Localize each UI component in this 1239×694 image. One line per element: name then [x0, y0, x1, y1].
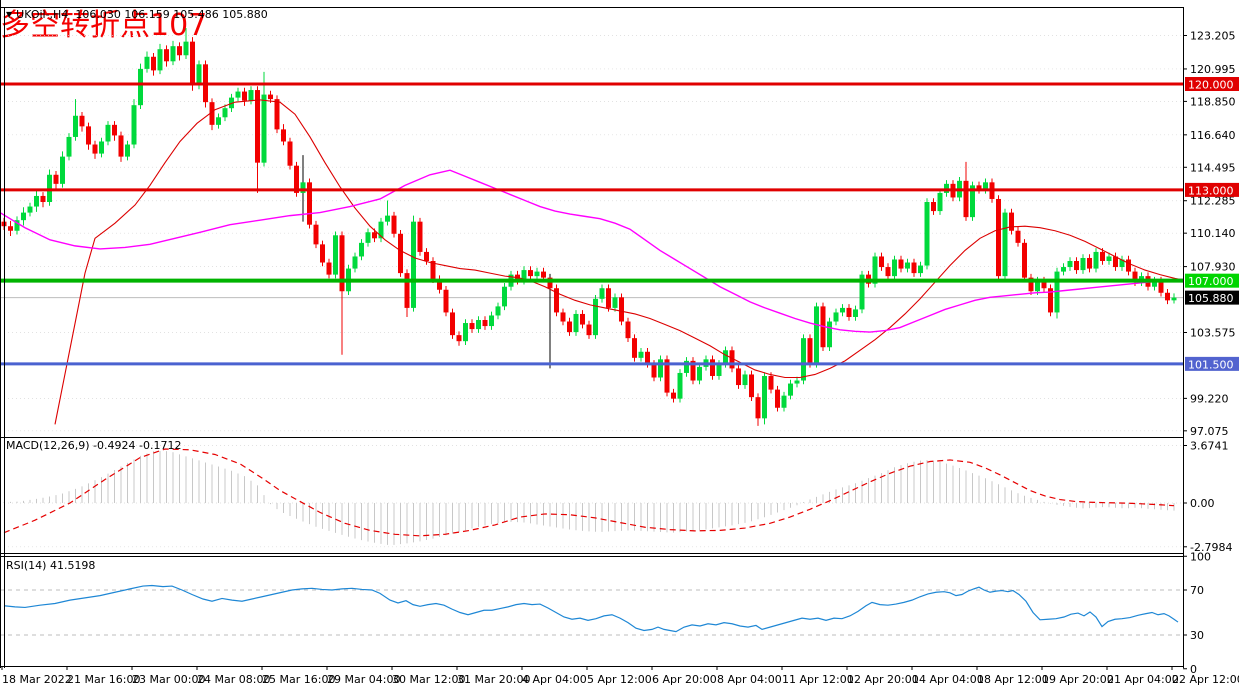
price-tick-label: 112.285 [1190, 195, 1236, 208]
rsi-pane: 100 70 30 0 [0, 550, 1211, 676]
price-tick-label: 114.495 [1190, 161, 1236, 174]
price-badge-107.000: 107.000 [1185, 273, 1239, 288]
price-tick-label: 123.205 [1190, 30, 1236, 43]
date-label: 24 Mar 08:00 [197, 673, 270, 686]
candlestick-series [1, 28, 1177, 426]
date-label: 12 Apr 20:00 [847, 673, 919, 686]
price-tick-label: 116.640 [1190, 129, 1236, 142]
date-label: 5 Apr 12:00 [587, 673, 652, 686]
ma-slow-magenta-line [0, 169, 1184, 333]
date-label: 19 Apr 20:00 [1042, 673, 1114, 686]
date-label: 25 Mar 16:00 [262, 673, 335, 686]
date-label: 4 Apr 04:00 [522, 673, 587, 686]
rsi-tick-label: 70 [1190, 584, 1204, 597]
date-label: 31 Mar 20:00 [457, 673, 530, 686]
price-axis: 123.205 120.995 118.850 116.640 114.495 112.2… [1183, 30, 1236, 438]
rsi-line [3, 584, 1179, 633]
rsi-indicator-label: RSI(14) 41.5198 [6, 559, 96, 572]
rsi-tick-label: 0 [1190, 663, 1197, 676]
date-label: 14 Apr 04:00 [912, 673, 984, 686]
price-tick-label: 99.220 [1190, 392, 1229, 405]
macd-signal-line [3, 448, 1175, 537]
rsi-tick-label: 30 [1190, 629, 1204, 642]
date-label: 22 Apr 12:00 [1172, 673, 1239, 686]
price-badge-101.500: 101.500 [1185, 356, 1239, 371]
price-tick-label: 120.995 [1190, 63, 1236, 76]
date-label: 21 Apr 04:00 [1107, 673, 1179, 686]
date-label: 23 Mar 00:00 [132, 673, 205, 686]
price-tick-label: 97.075 [1190, 425, 1229, 438]
svg-text:120.000: 120.000 [1188, 79, 1234, 92]
svg-text:101.500: 101.500 [1188, 358, 1234, 371]
rsi-tick-label: 100 [1190, 550, 1211, 563]
macd-indicator-label: MACD(12,26,9) -0.4924 -0.1712 [6, 439, 182, 452]
svg-text:107.000: 107.000 [1188, 275, 1234, 288]
pane-borders [0, 0, 1184, 668]
ma-fast-red-line [54, 99, 1184, 425]
date-label: 18 Mar 2022 [2, 673, 72, 686]
date-label: 30 Mar 12:00 [392, 673, 465, 686]
macd-histogram [3, 450, 1175, 545]
price-tick-label: 118.850 [1190, 95, 1236, 108]
macd-pane: 3.6741 0.00 -2.7984 [0, 440, 1232, 554]
price-badge-113.000: 113.000 [1185, 182, 1239, 197]
date-label: 11 Apr 12:00 [782, 673, 854, 686]
symbol-period-label: UKOil-,H4 [16, 8, 69, 21]
price-badge-120.000: 120.000 [1185, 77, 1239, 92]
chart-title: ▼ UKOil-,H4 106.030 106.159 105.486 105.8… [6, 9, 268, 21]
date-label: 21 Mar 16:00 [67, 673, 140, 686]
price-tick-label: 107.930 [1190, 261, 1236, 274]
date-label: 18 Apr 12:00 [977, 673, 1049, 686]
price-badge-105.880: 105.880 [1185, 290, 1239, 305]
date-label: 6 Apr 20:00 [652, 673, 717, 686]
chevron-down-icon[interactable]: ▼ [6, 10, 13, 19]
date-label: 8 Apr 04:00 [717, 673, 782, 686]
macd-tick-label: -2.7984 [1190, 541, 1232, 554]
date-label: 29 Mar 04:00 [327, 673, 400, 686]
price-tick-label: 103.575 [1190, 326, 1236, 339]
macd-tick-label: 3.6741 [1190, 440, 1229, 453]
svg-text:113.000: 113.000 [1188, 184, 1234, 197]
ohlc-quote-label: 106.030 106.159 105.486 105.880 [75, 8, 268, 21]
price-tick-label: 110.140 [1190, 227, 1236, 240]
annotation-text[interactable]: 多空转折点107 [0, 8, 208, 43]
macd-tick-label: 0.00 [1190, 497, 1215, 510]
svg-text:105.880: 105.880 [1188, 292, 1234, 305]
